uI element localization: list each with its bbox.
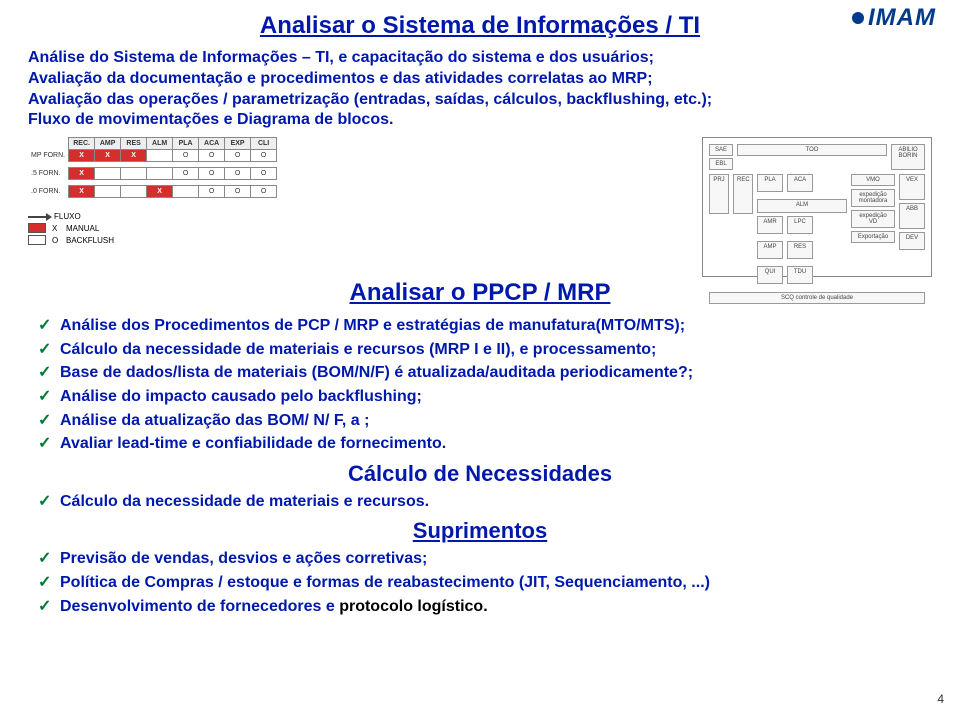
flow-mini-table: REC. AMP RES ALM PLA ACA EXP CLI MP FORN… <box>28 137 277 198</box>
bd-box: AMP <box>757 241 783 259</box>
bd-box: VEX <box>899 174 925 200</box>
section3-list: Cálculo da necessidade de materiais e re… <box>28 491 932 513</box>
brand-logo: IMAM <box>852 4 936 32</box>
table-row: MP FORN. X X X O O O O <box>28 150 277 162</box>
legend-backflush-label: BACKFLUSH <box>66 236 114 245</box>
bd-box: TDU <box>787 266 813 284</box>
list-item-text-black: protocolo logístico. <box>339 598 487 615</box>
legend-flow: FLUXO <box>28 212 277 221</box>
list-item: Avaliar lead-time e confiabilidade de fo… <box>28 433 932 455</box>
bd-box: RES <box>787 241 813 259</box>
page-number: 4 <box>937 692 944 706</box>
list-item: Cálculo da necessidade de materiais e re… <box>28 491 932 513</box>
block-diagram: SAE EBL TOO ABILIO BORIN PRJ REC PLA ACA <box>702 137 932 277</box>
legend-flow-label: FLUXO <box>54 212 81 221</box>
bd-box: EBL <box>709 158 733 170</box>
list-item: Desenvolvimento de fornecedores e protoc… <box>28 596 932 618</box>
list-item-text-blue: Política de Compras / estoque e formas d… <box>60 574 691 591</box>
diagrams-row: REC. AMP RES ALM PLA ACA EXP CLI MP FORN… <box>28 137 932 277</box>
square-red-icon <box>28 223 46 233</box>
section4-title: Suprimentos <box>28 518 932 544</box>
list-item: Análise da atualização das BOM/ N/ F, a … <box>28 410 932 432</box>
section1-title: Analisar o Sistema de Informações / TI <box>28 12 932 40</box>
list-item: Análise do impacto causado pelo backflus… <box>28 386 932 408</box>
legend-manual: X MANUAL <box>28 223 277 233</box>
bd-box: LPC <box>787 216 813 234</box>
bd-box: DEV <box>899 232 925 250</box>
bd-box: SCQ controle de qualidade <box>709 292 925 304</box>
section1-p3: Avaliação das operações / parametrização… <box>28 90 932 111</box>
list-item: Previsão de vendas, desvios e ações corr… <box>28 548 932 570</box>
flow-table-group: REC. AMP RES ALM PLA ACA EXP CLI MP FORN… <box>28 137 277 247</box>
list-item-text-blue: Desenvolvimento de fornecedores e <box>60 598 339 615</box>
list-item: Política de Compras / estoque e formas d… <box>28 572 932 594</box>
table-row: .5 FORN. X O O O O <box>28 168 277 180</box>
section1-p1: Análise do Sistema de Informações – TI, … <box>28 48 932 69</box>
bd-box: ABB <box>899 203 925 229</box>
bd-box: AMR <box>757 216 783 234</box>
bd-box: TOO <box>737 144 887 156</box>
legend-backflush: O BACKFLUSH <box>28 235 277 245</box>
legend-x: X <box>52 224 60 233</box>
arrow-icon <box>28 216 48 218</box>
bd-box: ABILIO BORIN <box>891 144 925 170</box>
bd-box: REC <box>733 174 753 214</box>
list-item-text-tail: ...) <box>691 574 710 591</box>
section2-list: Análise dos Procedimentos de PCP / MRP e… <box>28 315 932 455</box>
bd-box: QUI <box>757 266 783 284</box>
bd-box: expedição montadora <box>851 189 895 207</box>
bd-box: VMO <box>851 174 895 186</box>
bd-box: PLA <box>757 174 783 192</box>
section1-p2: Avaliação da documentação e procedimento… <box>28 69 932 90</box>
legend-manual-label: MANUAL <box>66 224 99 233</box>
square-icon <box>28 235 46 245</box>
bd-box: ALM <box>757 199 847 213</box>
bd-box: Exportação <box>851 231 895 243</box>
bd-box: ACA <box>787 174 813 192</box>
section3-title: Cálculo de Necessidades <box>28 461 932 487</box>
slide-page: IMAM Analisar o Sistema de Informações /… <box>0 0 960 712</box>
legend-o: O <box>52 236 60 245</box>
logo-dot-icon <box>852 12 864 24</box>
bd-box: expedição VD <box>851 210 895 228</box>
bd-box: SAE <box>709 144 733 156</box>
section1-p4: Fluxo de movimentações e Diagrama de blo… <box>28 110 932 131</box>
bd-box: PRJ <box>709 174 729 214</box>
legend: FLUXO X MANUAL O BACKFLUSH <box>28 212 277 245</box>
section4-list: Previsão de vendas, desvios e ações corr… <box>28 548 932 617</box>
table-header-row: REC. AMP RES ALM PLA ACA EXP CLI <box>28 138 277 150</box>
list-item: Análise dos Procedimentos de PCP / MRP e… <box>28 315 932 337</box>
brand-name: IMAM <box>868 4 936 32</box>
list-item: Base de dados/lista de materiais (BOM/N/… <box>28 362 932 384</box>
table-row: .0 FORN. X X O O O <box>28 186 277 198</box>
list-item: Cálculo da necessidade de materiais e re… <box>28 339 932 361</box>
